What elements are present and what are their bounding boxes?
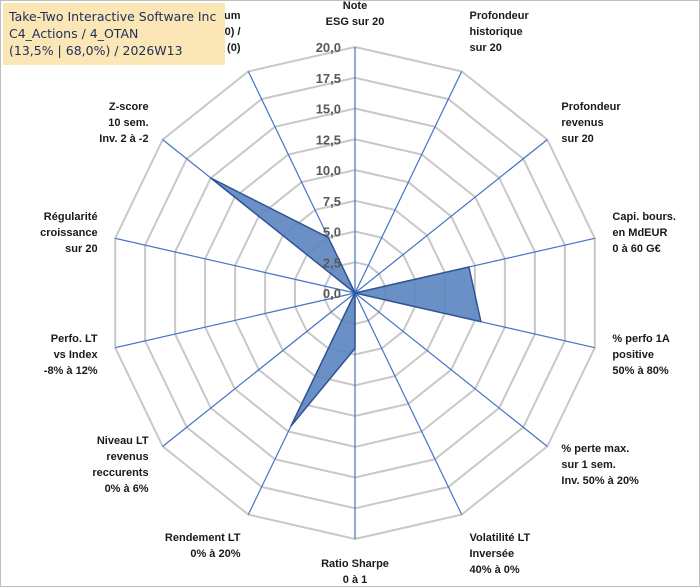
axis-label: Capi. bours. en MdEUR 0 à 60 G€ bbox=[612, 211, 676, 255]
axis-label: Rendement LT 0% à 20% bbox=[165, 532, 241, 560]
radial-tick-label: 2,5 bbox=[323, 255, 341, 270]
axis-label: Note ESG sur 20 bbox=[326, 1, 385, 28]
axis-label: Régularité croissance sur 20 bbox=[40, 211, 97, 255]
radial-tick-label: 0,0 bbox=[323, 286, 341, 301]
axis-spoke bbox=[354, 139, 548, 294]
radial-tick-label: 7,5 bbox=[323, 194, 341, 209]
label-layer: Note ESG sur 20 Profondeur historique sur 20… bbox=[40, 1, 676, 586]
axis-spoke bbox=[354, 71, 463, 294]
tick-layer: 0,0 2,5 5,0 7,5 10,0 12,5 15,0 17,5 20,0 bbox=[316, 40, 341, 301]
chart-title-stats: (13,5% | 68,0%) / 2026W13 bbox=[9, 43, 183, 58]
radial-tick-label: 15,0 bbox=[316, 102, 341, 117]
chart-title-category: C4_Actions / 4_OTAN bbox=[9, 26, 139, 41]
axis-label: Perfo. LT vs Index -8% à 12% bbox=[44, 333, 99, 377]
axis-label: Profondeur revenus sur 20 bbox=[561, 101, 621, 145]
axis-spoke bbox=[354, 292, 463, 515]
radial-tick-label: 12,5 bbox=[316, 132, 341, 147]
radial-tick-label: 17,5 bbox=[316, 71, 341, 86]
axis-label: Ratio Sharpe 0 à 1 bbox=[321, 558, 389, 586]
axis-spoke bbox=[115, 292, 356, 349]
axis-label: % perte max. sur 1 sem. Inv. 50% à 20% bbox=[561, 443, 639, 487]
chart-title-box: Take-Two Interactive Software Inc C4_Act… bbox=[3, 3, 225, 65]
series-area bbox=[210, 177, 482, 427]
series-layer bbox=[210, 177, 482, 427]
axis-spoke bbox=[162, 292, 356, 447]
radial-tick-label: 5,0 bbox=[323, 225, 341, 240]
axis-label: Niveau LT revenus reccurents 0% à 6% bbox=[92, 435, 149, 495]
axis-spoke bbox=[115, 237, 356, 294]
radial-tick-label: 20,0 bbox=[316, 40, 341, 55]
axis-spoke bbox=[354, 292, 548, 447]
axis-label: % perfo 1A positive 50% à 80% bbox=[612, 333, 670, 377]
axis-label: Z-score 10 sem. Inv. 2 à -2 bbox=[99, 101, 148, 145]
chart-title-company: Take-Two Interactive Software Inc bbox=[9, 9, 217, 24]
radial-tick-label: 10,0 bbox=[316, 163, 341, 178]
axis-label: Volatilité LT Inversée 40% à 0% bbox=[470, 532, 531, 576]
axis-label: Profondeur historique sur 20 bbox=[470, 10, 530, 54]
